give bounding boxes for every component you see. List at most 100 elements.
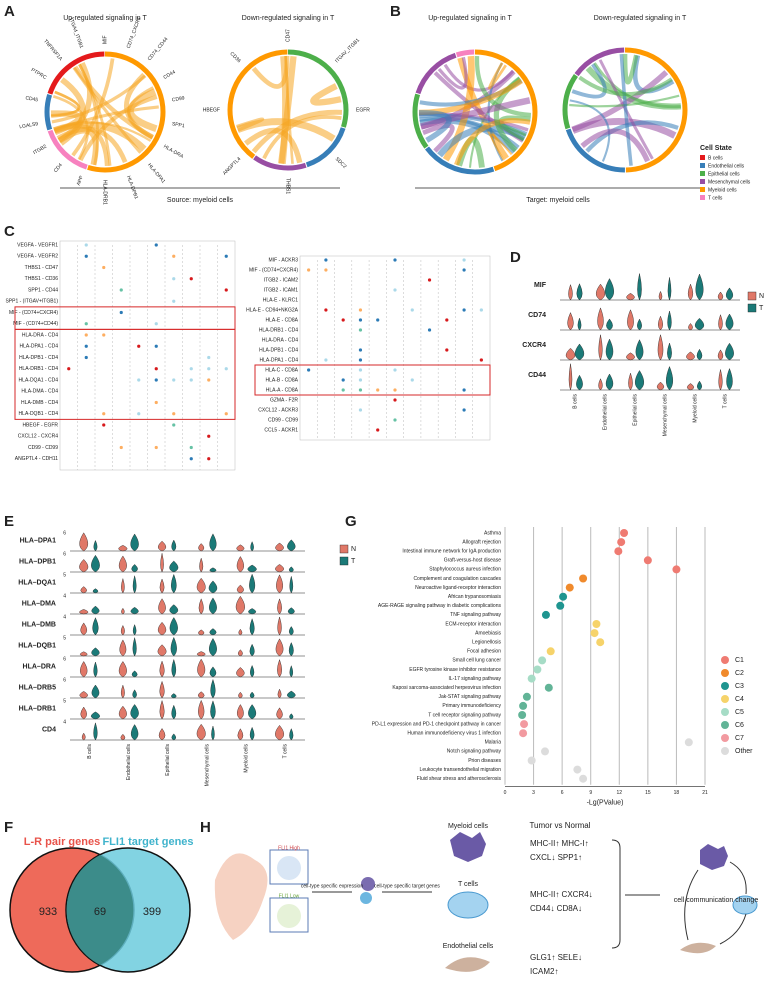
panel-title: Up-regulated signaling in T (63, 15, 147, 22)
chord-sector (562, 47, 688, 173)
violin (209, 567, 217, 573)
violin (725, 313, 734, 331)
violin (605, 278, 614, 301)
pair-label: ANGPTL4 - CDH11 (15, 456, 58, 462)
pair-label: HLA-E - KLRC1 (263, 297, 299, 303)
gene-label: HLA–DQB1 (18, 642, 56, 649)
violin (250, 541, 254, 552)
dot (189, 277, 193, 281)
legend-swatch (721, 682, 729, 690)
chord-ribbon (443, 63, 515, 92)
label: FLI1 High (278, 845, 300, 851)
violin (694, 318, 705, 331)
axis-max: 6 (63, 656, 66, 662)
y-tick-label: Focal adhesion (467, 649, 501, 655)
count: 933 (39, 906, 57, 918)
axis-max: 6 (63, 551, 66, 557)
violin (718, 369, 723, 391)
label: Tumor vs Normal (529, 821, 590, 830)
violin (157, 540, 167, 552)
gene-label: HLA–DPB1 (19, 558, 56, 565)
dot (154, 445, 158, 450)
dot (614, 547, 623, 556)
dot (393, 388, 397, 392)
axis-max: 5 (63, 635, 66, 641)
legend-swatch (700, 179, 705, 184)
violin (132, 575, 137, 594)
label: GLG1↑ SELE↓ (530, 953, 582, 962)
dot (519, 729, 528, 738)
legend-swatch (700, 195, 705, 200)
chord-ribbon (569, 99, 611, 162)
violin (119, 639, 127, 657)
gene-label: CD74 (528, 312, 546, 319)
dot (462, 408, 466, 412)
legend-label: N (759, 293, 764, 300)
violin (576, 374, 583, 391)
legend-swatch (721, 721, 729, 729)
caption: Source: myeloid cells (167, 197, 234, 204)
gene-label: ITGB2 (32, 144, 48, 157)
violin (725, 342, 734, 361)
violin (80, 586, 87, 594)
gene-label: HLA–DQA1 (18, 579, 56, 586)
violin (665, 366, 674, 391)
dot (102, 423, 106, 427)
violin (209, 628, 217, 636)
violin (637, 273, 642, 301)
panel-letter: D (510, 249, 521, 266)
y-tick-label: Leukocyte transendothelial migration (420, 767, 502, 773)
x-tick-label: 3 (532, 790, 535, 796)
gene-label: MIF (102, 35, 108, 44)
dot (224, 367, 228, 371)
pair-label: HLA-DPA1 - CD4 (259, 357, 298, 363)
violin (169, 617, 178, 636)
violin (717, 291, 724, 301)
dot (546, 647, 555, 656)
dot (172, 423, 176, 427)
chord-ribbon (454, 118, 531, 166)
violin (209, 533, 217, 552)
y-tick-label: Small cell lung cancer (452, 658, 501, 664)
cell-label: Endothelial cells (126, 744, 132, 781)
violin (277, 616, 282, 636)
y-tick-label: TNF signaling pathway (450, 612, 501, 618)
pair-label: MIF - (CD74+CXCR4) (249, 267, 298, 273)
x-tick-label: 21 (702, 790, 708, 796)
violin (277, 598, 282, 615)
gene-label: CD44 (163, 69, 177, 81)
violin (130, 704, 139, 720)
dot (172, 254, 176, 258)
label: cell-type specific target genes (374, 883, 440, 889)
chord-sector (227, 49, 349, 171)
axis-max: 6 (63, 677, 66, 683)
chord-ribbon (571, 63, 607, 99)
dot (154, 367, 158, 371)
count: 399 (143, 906, 161, 918)
violin (726, 367, 733, 391)
violin (275, 638, 284, 657)
violin (717, 349, 724, 361)
gene-label: HLA-DRB1 (102, 180, 108, 205)
pair-label: CXCL12 - CXCR4 (18, 434, 59, 440)
pair-label: HLA-DQB1 - CD4 (19, 411, 59, 417)
pair-label: CCL5 - ACKR1 (264, 427, 298, 433)
dot (427, 328, 432, 332)
pair-label: HLA-DMA - CD4 (21, 389, 58, 395)
dot (224, 288, 228, 292)
chord-ribbon (585, 120, 679, 153)
gene-label: ITGAV_ITGB1 (334, 37, 361, 64)
violin (658, 290, 663, 301)
chord-ribbon (71, 58, 115, 157)
violin (198, 699, 205, 720)
legend-swatch (721, 695, 729, 703)
x-axis-label: -Lg(PValue) (587, 800, 624, 807)
y-tick-label: Jak-STAT signaling pathway (438, 694, 501, 700)
legend-label: C3 (735, 683, 744, 690)
chord-sector (562, 47, 688, 173)
legend-swatch (721, 747, 729, 755)
violin (576, 283, 583, 301)
gene-label: SPP1 (171, 121, 185, 129)
violin (277, 659, 282, 678)
violin (171, 693, 177, 699)
